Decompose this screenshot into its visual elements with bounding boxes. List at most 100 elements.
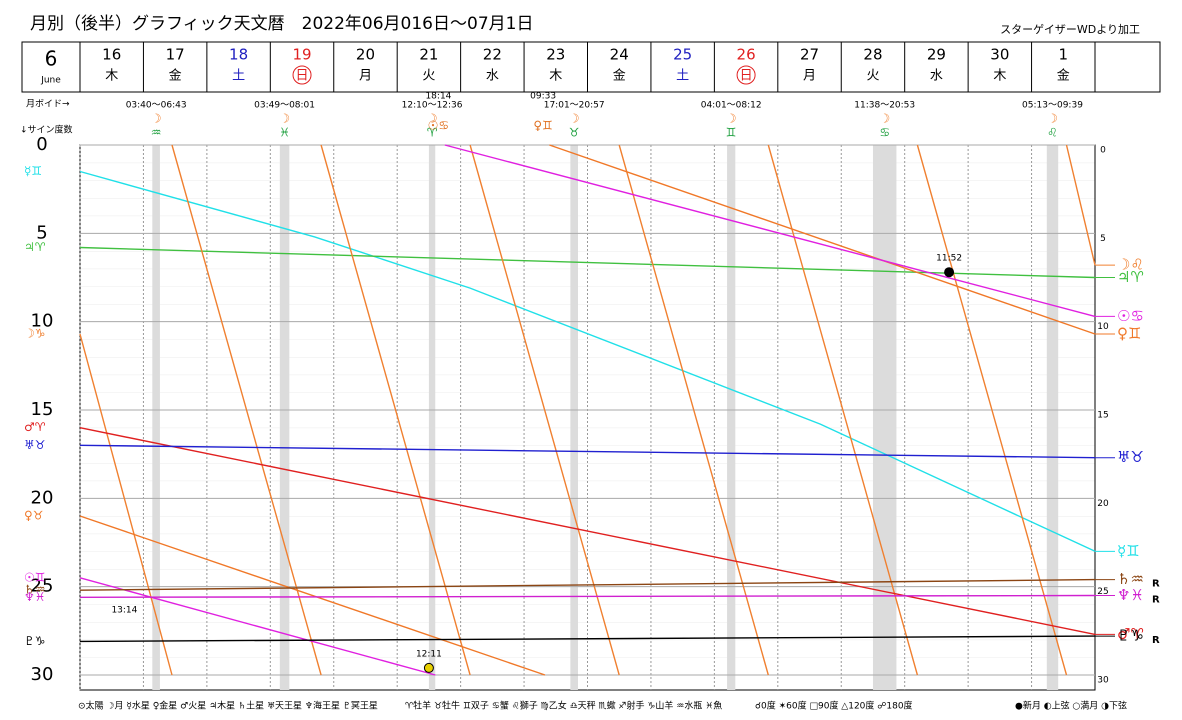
series-start-label: ♀♉: [24, 509, 44, 523]
series-end-label: ♆♓: [1117, 586, 1144, 604]
y2-tick-label: 5: [1100, 234, 1106, 244]
void-moon: ☽: [151, 112, 162, 126]
series-start-label: ♆♓: [24, 590, 46, 604]
void-sign: ♈: [427, 126, 438, 140]
legend-item: ♈牡羊 ♉牡牛 ♊双子 ♋蟹 ♌獅子 ♍乙女 ♎天秤 ♏蠍 ♐射手 ♑山羊 ♒水…: [405, 700, 722, 712]
day-label: 24: [610, 46, 629, 64]
weekday-label: 火: [866, 69, 879, 84]
layer: 03:40〜06:43☽♒03:49〜08:01☽♓12:10〜12:36☽♈1…: [24, 42, 1160, 712]
series-end-label: ☉♋: [1117, 307, 1144, 325]
weekday-label: 月: [359, 69, 372, 84]
day-label: 27: [800, 46, 819, 64]
void-sign: ♓: [279, 126, 290, 140]
void-band: [570, 145, 578, 690]
y-tick-label: 30: [31, 664, 54, 685]
series-line: [79, 635, 1096, 643]
weekday-label: 木: [105, 69, 118, 84]
y2-tick-label: 25: [1097, 587, 1108, 597]
series-line: [79, 144, 1096, 676]
weekday-label: 水: [930, 69, 943, 84]
void-moon: ☽: [1047, 112, 1058, 126]
series-start-label: ☿♊: [24, 164, 42, 178]
void-time: 11:38〜20:53: [854, 101, 915, 111]
day-label: 1: [1059, 46, 1069, 64]
weekday-label: 日: [296, 69, 309, 84]
retro-label: R: [1152, 595, 1160, 606]
series-end-label: ♅♉: [1117, 448, 1144, 466]
phase-label: 12:11: [416, 649, 442, 659]
phase-label: 11:52: [936, 254, 962, 264]
y2-tick-label: 30: [1097, 676, 1109, 686]
day-label: 16: [102, 46, 121, 64]
weekday-label: 土: [232, 69, 245, 84]
series-line: [79, 594, 1096, 598]
void-sign: ♉: [569, 126, 580, 140]
retro-label: R: [1152, 635, 1160, 646]
void-band: [279, 145, 290, 690]
series-end-label: ☿♊: [1117, 542, 1140, 560]
void-band: [872, 145, 897, 690]
day-label: 20: [356, 46, 375, 64]
day-label: 23: [546, 46, 565, 64]
series-start-label: ☉♊: [24, 570, 46, 584]
void-sign: ♌: [1047, 126, 1058, 140]
weekday-label: 火: [422, 69, 435, 84]
void-time: 05:13〜09:39: [1022, 101, 1083, 111]
phase-marker: [423, 662, 434, 673]
ingress-label: ♀♊: [533, 119, 553, 133]
series-end-label: ♄♒: [1117, 570, 1144, 588]
series-line: [79, 144, 1096, 676]
day-label: 18: [229, 46, 248, 64]
legend-item: ⊙太陽 ☽月 ☿水星 ♀金星 ♂火星 ♃木星 ♄土星 ♅天王星 ♆海王星 ♇冥王…: [78, 700, 378, 712]
series-start-label: ♇♑: [24, 634, 46, 648]
y-tick-label: 5: [36, 222, 47, 243]
weekday-label: 木: [993, 69, 1006, 84]
series-start-label: ♅♉: [24, 438, 46, 452]
series-start-label: ♄♒: [24, 583, 46, 597]
series-line: [79, 578, 1096, 591]
weekday-label: 日: [740, 69, 753, 84]
axis-label: ↓サイン度数: [20, 124, 73, 136]
y2-tick-label: 10: [1097, 322, 1109, 332]
void-time: 03:49〜08:01: [254, 101, 315, 111]
void-sign: ♋: [879, 126, 890, 140]
void-moon: ☽: [726, 112, 737, 126]
void-time: 03:40〜06:43: [126, 101, 187, 111]
void-label: 月ボイド→: [26, 99, 70, 110]
weekday-label: 金: [613, 68, 626, 84]
series-start-label: ♂♈: [24, 420, 46, 434]
y2-tick-label: 20: [1097, 499, 1109, 509]
y-tick-label: 20: [31, 487, 54, 508]
void-sign: ♊: [726, 126, 737, 140]
retro-label: R: [1152, 579, 1160, 590]
day-label: 22: [483, 46, 502, 64]
series-start-label: ☽♑: [24, 327, 46, 341]
header-box: [21, 41, 1161, 93]
series-line: [79, 444, 1096, 459]
series-start-label: ♃♈: [24, 240, 46, 254]
void-band: [152, 145, 160, 690]
day-label: 25: [673, 46, 692, 64]
credit: スターゲイザーWDより加工: [1000, 23, 1140, 36]
y2-tick-label: 0: [1100, 146, 1106, 156]
series-end-label: ☽♌: [1117, 256, 1144, 274]
y-tick-label: 15: [31, 399, 54, 420]
series-end-label: ♇♑: [1117, 627, 1144, 645]
void-moon: ☽: [279, 112, 290, 126]
weekday-label: 水: [486, 69, 499, 84]
legend-item: ●新月 ◐上弦 ○満月 ◑下弦: [1015, 700, 1127, 712]
month-name: June: [40, 76, 61, 86]
chart-title: 月別（後半）グラフィック天文暦 2022年06月016日〜07月1日: [30, 14, 533, 34]
y2-tick-label: 15: [1097, 411, 1108, 421]
phase-marker: [944, 267, 955, 278]
ingress-label: ☉♋: [428, 119, 450, 133]
series-line: [79, 427, 1096, 636]
day-label: 17: [166, 46, 185, 64]
y-tick-label: 0: [36, 134, 47, 155]
void-moon: ☽: [569, 112, 580, 126]
day-label: 26: [737, 46, 756, 64]
ingress-time: 18:14: [425, 92, 451, 102]
series-end-label: ♀♊: [1117, 325, 1141, 343]
legend-item: ☌0度 ✶60度 □90度 △120度 ☍180度: [755, 700, 913, 712]
